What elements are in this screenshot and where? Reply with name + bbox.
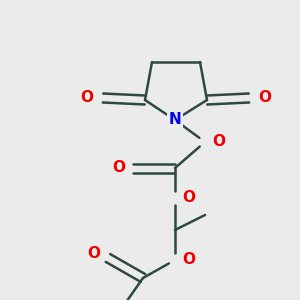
Text: O: O <box>80 91 94 106</box>
Text: N: N <box>169 112 182 128</box>
Text: O: O <box>88 245 100 260</box>
Text: O: O <box>212 134 226 149</box>
Text: O: O <box>259 91 272 106</box>
Text: O: O <box>182 190 196 206</box>
Text: O: O <box>182 253 196 268</box>
Text: O: O <box>112 160 125 175</box>
